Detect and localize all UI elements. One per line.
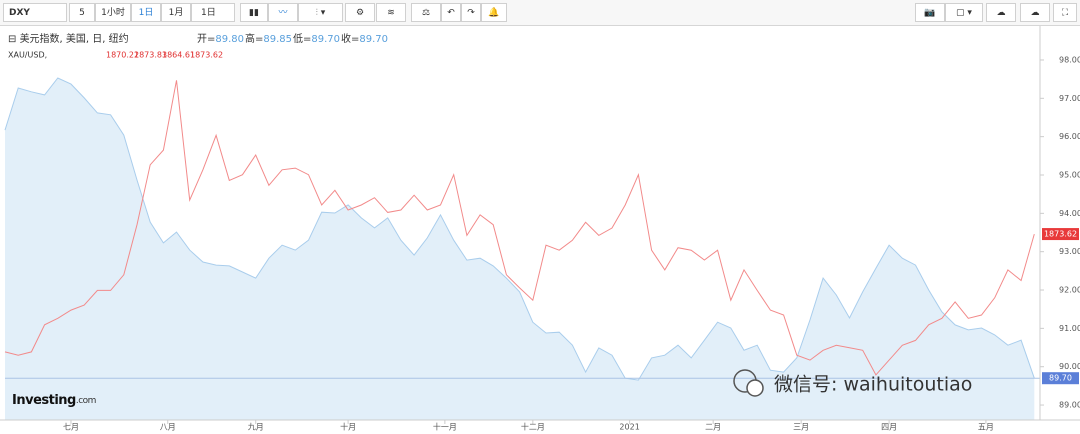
legend-title-text: 美元指数, 美国, 日, 纽约	[20, 32, 129, 45]
x-tick-label: 十一月	[433, 422, 457, 432]
legend-ohlc: 1870.22	[106, 51, 139, 60]
x-tick-label: 七月	[63, 423, 79, 432]
wechat-icon	[746, 379, 764, 397]
y-tick-label: 98.00	[1059, 55, 1080, 64]
legend-ohlc: 开=89.80	[197, 34, 244, 45]
interval-button[interactable]: 1日	[131, 3, 161, 22]
price-label: 1873.62	[1044, 230, 1077, 239]
legend-ohlc: 1864.61	[162, 51, 195, 60]
plot-area	[4, 77, 1040, 420]
interval-dropdown[interactable]: 1日	[191, 3, 235, 22]
settings-button[interactable]: ⚙	[345, 3, 375, 22]
y-tick-label: 90.00	[1059, 362, 1080, 371]
interval-button[interactable]: 5	[69, 3, 95, 22]
toolbar: DXY 5 1小时 1日 1月 1日 ▮▮ 〰 ⫶ ▾ ⚙ ≋ ⚖ ↶ ↷ 🔔 …	[0, 0, 1080, 26]
y-tick-label: 96.00	[1059, 132, 1080, 141]
x-tick-label: 四月	[881, 423, 897, 432]
alert-button[interactable]: 🔔	[481, 3, 507, 22]
watermark-text: 微信号: waihuitoutiao	[774, 374, 972, 396]
y-tick-label: 95.00	[1059, 170, 1080, 179]
interval-button[interactable]: 1月	[161, 3, 191, 22]
x-tick-label: 八月	[160, 423, 176, 432]
y-tick-label: 92.00	[1059, 286, 1080, 295]
snapshot-button[interactable]: 📷	[915, 3, 945, 22]
legend-ohlc: 低=89.70	[293, 32, 340, 45]
line	[4, 77, 1035, 381]
x-tick-label: 九月	[248, 423, 264, 432]
line-button[interactable]: 〰	[268, 3, 298, 22]
ohlc-value: 89.70	[311, 34, 340, 45]
interval-button[interactable]: 1小时	[95, 3, 131, 22]
logo-suffix: .com	[76, 396, 96, 406]
ohlc-label: 高=	[245, 32, 263, 45]
logo: Investing.com	[12, 393, 96, 408]
x-tick-label: 二月	[705, 423, 721, 432]
x-tick-label: 十月	[340, 422, 356, 432]
watermark: 微信号: waihuitoutiao	[733, 369, 972, 397]
price-label-box	[1042, 228, 1079, 241]
ohlc-value: 89.85	[263, 34, 292, 45]
cloud-save-button[interactable]: ☁	[1020, 3, 1050, 22]
ohlc-label: 低=	[293, 32, 311, 45]
bar-type-dropdown[interactable]: ⫶ ▾	[298, 3, 343, 22]
undo-button[interactable]: ↶	[441, 3, 461, 22]
price-label: 89.70	[1049, 374, 1072, 383]
ohlc-label: 收=	[341, 32, 359, 45]
x-tick-label: 十二月	[521, 422, 545, 432]
redo-button[interactable]: ↷	[461, 3, 481, 22]
chart: ⊟ 美元指数, 美国, 日, 纽约 XAU/USD, Investing.com…	[0, 26, 1080, 434]
y-tick-label: 94.00	[1059, 209, 1080, 218]
y-tick-label: 91.00	[1059, 324, 1080, 333]
legend-title: ⊟ 美元指数, 美国, 日, 纽约	[8, 32, 129, 45]
ohlc-label: 开=	[197, 34, 215, 45]
symbol-input[interactable]: DXY	[3, 3, 67, 22]
x-tick-label: 五月	[978, 423, 994, 432]
legend-title: XAU/USD,	[8, 51, 47, 60]
area-fill	[5, 78, 1035, 420]
y-tick-label: 97.00	[1059, 94, 1080, 103]
legend-ohlc: 1873.83	[134, 51, 167, 60]
y-tick-label: 89.00	[1059, 401, 1080, 410]
legend-ohlc: 1873.62	[190, 51, 223, 60]
compare-button[interactable]: ⚖	[411, 3, 441, 22]
candle-button[interactable]: ▮▮	[240, 3, 268, 22]
indicator-button[interactable]: ≋	[376, 3, 406, 22]
fullscreen-button[interactable]: ⛶	[1053, 3, 1077, 22]
price-label-box	[1042, 372, 1079, 385]
ohlc-value: 89.70	[359, 34, 388, 45]
x-tick-label: 2021	[619, 423, 639, 432]
color-dropdown[interactable]: ▢ ▾	[945, 3, 983, 22]
x-tick-label: 三月	[793, 423, 809, 432]
line	[4, 80, 1035, 376]
ohlc-value: 89.80	[215, 34, 244, 45]
cloud-load-button[interactable]: ☁	[986, 3, 1016, 22]
y-tick-label: 93.00	[1059, 247, 1080, 256]
legend-ohlc: 收=89.70	[341, 32, 388, 45]
legend-ohlc: 高=89.85	[245, 32, 292, 45]
logo-main: Investing	[12, 393, 76, 408]
